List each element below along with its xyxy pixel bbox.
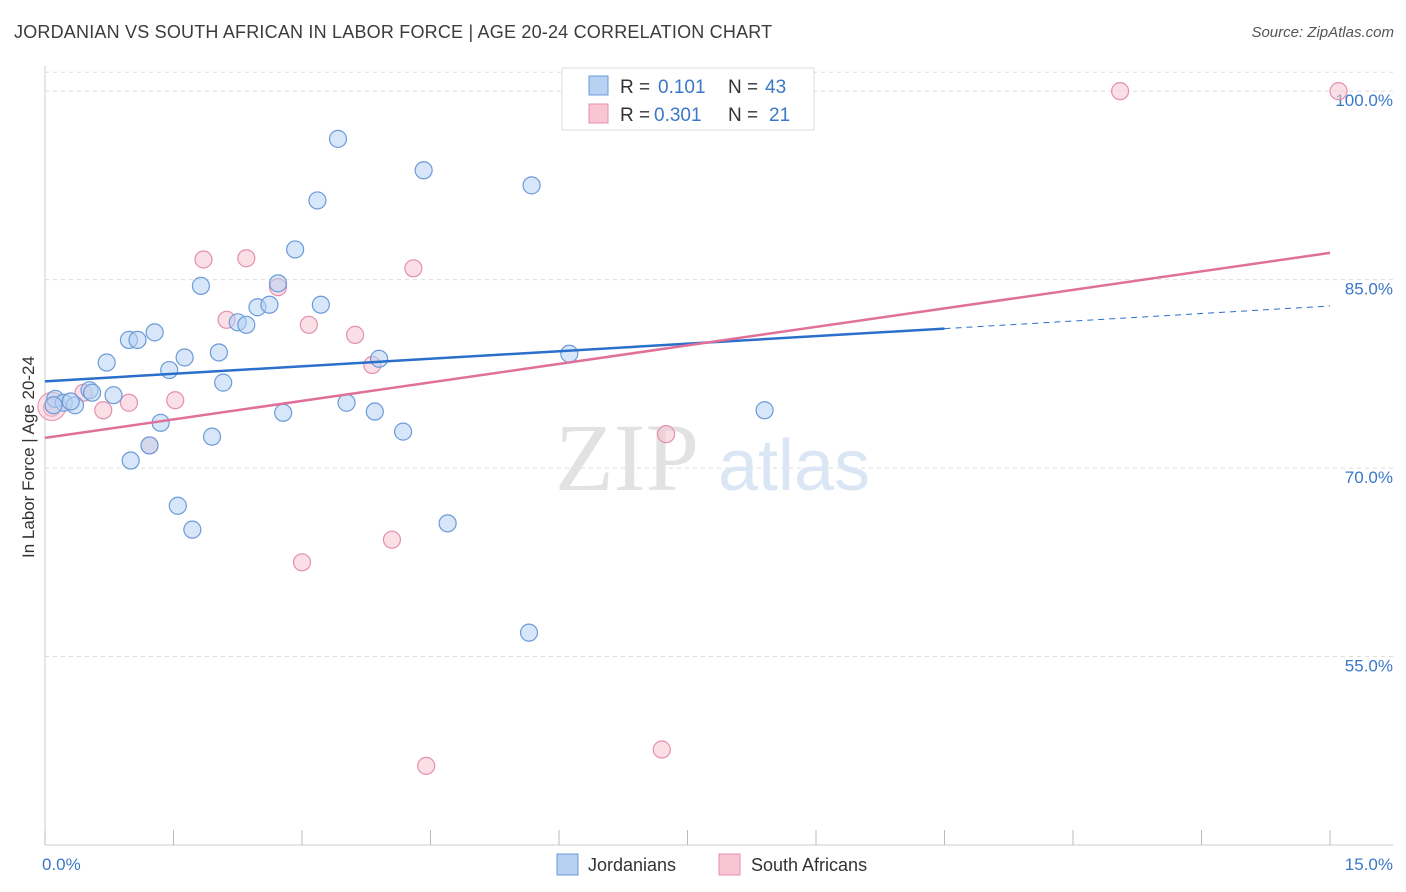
jordanian-point-24 [260, 295, 279, 314]
y-tick-labels: 100.0% 85.0% 70.0% 55.0% [1335, 91, 1393, 675]
jordanian-point-8 [128, 330, 147, 350]
jordanian-point-19 [209, 343, 229, 362]
jordanian-trend-line [44, 327, 945, 383]
south-african-point-17 [656, 425, 676, 444]
jordanian-point-36 [438, 514, 457, 533]
bottom-legend: Jordanians South Africans [556, 853, 867, 876]
legend-r-label-1: R = [620, 77, 650, 98]
jordanian-point-10 [121, 451, 140, 470]
y-tick-label-1: 85.0% [1345, 280, 1393, 299]
south-african-point-19 [1111, 82, 1130, 101]
jordanian-point-9 [145, 323, 164, 342]
jordanian-point-40 [755, 401, 774, 420]
jordanian-point-11 [140, 436, 159, 455]
jordanian-point-14 [175, 348, 194, 367]
y-tick-label-2: 70.0% [1345, 468, 1393, 487]
chart-title: JORDANIAN VS SOUTH AFRICAN IN LABOR FORC… [14, 22, 773, 42]
south-african-point-18 [652, 740, 671, 759]
legend-n-label-1: N = [728, 77, 758, 98]
jordanian-point-13 [160, 360, 179, 380]
x-tick-label-0: 0.0% [42, 855, 81, 874]
legend-r-value-1: 0.101 [658, 77, 706, 98]
legend-swatch-jordanians [588, 75, 609, 96]
bottom-legend-south-africans: South Africans [751, 855, 867, 875]
legend: R = 0.101 N = 43 R = 0.301 N = 21 [561, 67, 815, 131]
jordanian-point-25 [268, 274, 288, 293]
jordanian-point-26 [274, 403, 293, 422]
jordanian-point-27 [286, 240, 305, 259]
jordanian-point-32 [365, 402, 384, 421]
south-african-point-20 [1329, 82, 1348, 101]
jordanian-point-30 [328, 129, 348, 148]
jordanian-point-41 [44, 396, 63, 415]
jordanian-point-22 [237, 315, 256, 334]
south-african-trend-line [44, 251, 1331, 440]
watermark-zip: ZIP [555, 404, 699, 511]
legend-r-label-2: R = [620, 105, 650, 126]
jordanian-point-38 [522, 176, 541, 195]
jordanian-point-16 [183, 520, 202, 539]
south-african-point-14 [382, 530, 402, 549]
bottom-legend-jordanians: Jordanians [588, 855, 676, 875]
trend-lines [44, 251, 1331, 440]
jordanian-trend-line-extension [944, 305, 1331, 330]
x-tick-marks [44, 830, 1331, 845]
south-african-point-2 [94, 401, 113, 420]
south-african-point-15 [404, 259, 423, 278]
jordanian-point-31 [337, 393, 356, 412]
south-african-point-10 [299, 315, 318, 334]
legend-swatch-south-africans [588, 103, 609, 124]
jordanian-point-39 [560, 344, 579, 363]
jordanian-point-17 [191, 276, 211, 295]
axes [44, 66, 1393, 846]
jordanian-point-28 [308, 191, 327, 210]
jordanian-point-33 [370, 349, 389, 368]
south-african-point-3 [119, 393, 139, 412]
y-tick-label-0: 100.0% [1335, 91, 1393, 110]
legend-n-value-1: 43 [765, 77, 786, 98]
jordanian-point-20 [214, 373, 233, 392]
jordanian-point-6 [97, 353, 116, 372]
x-tick-label-1: 15.0% [1345, 855, 1393, 874]
south-african-point-16 [417, 756, 436, 775]
bottom-legend-swatch-south-africans [718, 853, 741, 876]
jordanian-point-4 [83, 383, 102, 402]
legend-n-value-2: 21 [769, 105, 790, 126]
source-label: Source: ZipAtlas.com [1251, 24, 1394, 41]
south-african-point-5 [166, 391, 185, 410]
jordanian-point-15 [168, 496, 187, 515]
grid-lines [45, 71, 1393, 658]
watermark: ZIP atlas [555, 404, 870, 511]
south-african-point-6 [194, 250, 213, 269]
watermark-atlas: atlas [718, 426, 870, 506]
south-african-point-11 [292, 553, 312, 572]
jordanian-point-18 [202, 427, 222, 446]
jordanian-point-29 [311, 295, 330, 314]
legend-n-label-2: N = [728, 105, 758, 126]
y-axis-label: In Labor Force | Age 20-24 [19, 356, 38, 558]
jordanian-points [44, 129, 774, 642]
jordanian-point-42 [61, 392, 80, 411]
south-african-point-12 [346, 325, 365, 344]
x-tick-labels: 0.0% 15.0% [42, 855, 1393, 874]
jordanian-point-5 [104, 386, 123, 405]
bottom-legend-swatch-jordanians [556, 853, 579, 876]
south-african-point-8 [237, 249, 256, 268]
y-tick-label-3: 55.0% [1345, 657, 1393, 676]
jordanian-point-35 [414, 161, 433, 180]
jordanian-point-34 [393, 422, 413, 441]
legend-r-value-2: 0.301 [654, 105, 702, 126]
jordanian-point-37 [519, 623, 539, 642]
